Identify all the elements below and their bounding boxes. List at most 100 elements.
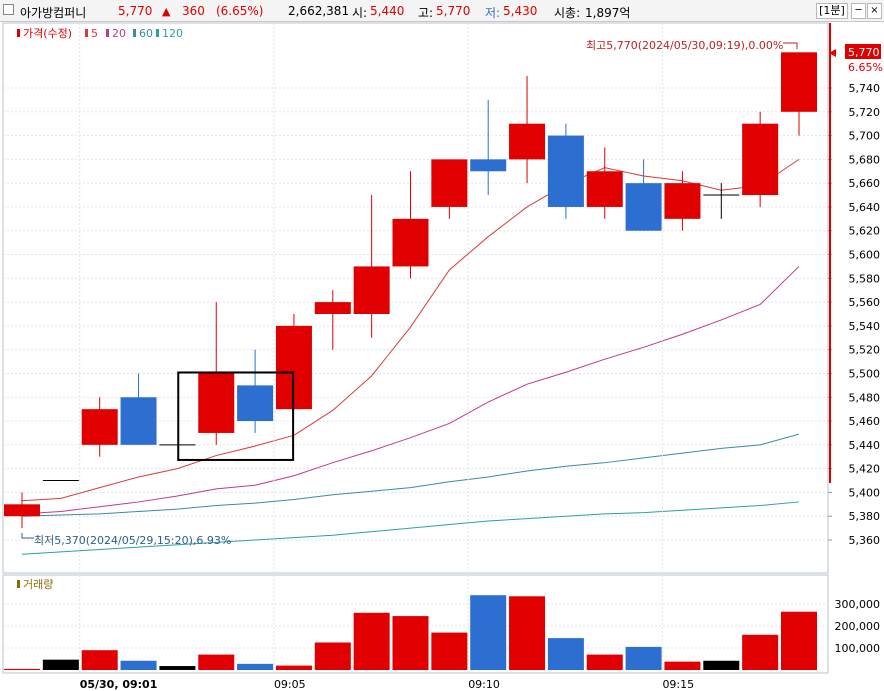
volume-bar bbox=[586, 654, 623, 670]
legend-ma60: 60 bbox=[139, 27, 153, 40]
candle-body bbox=[120, 397, 157, 445]
trade-volume: 2,662,381 bbox=[288, 4, 350, 18]
high-price: 5,770 bbox=[436, 4, 471, 18]
price-tick-label: 5,360 bbox=[849, 534, 881, 547]
candle-body bbox=[742, 123, 779, 196]
volume-axis: 100,000 200,000 300,000 bbox=[835, 598, 881, 655]
volume-bar bbox=[42, 659, 79, 670]
candle-body bbox=[586, 171, 623, 207]
chart-background bbox=[0, 22, 884, 691]
volume-bar bbox=[547, 638, 584, 670]
candlestick-series bbox=[4, 52, 817, 529]
minimize-icon[interactable]: ─ bbox=[851, 3, 866, 19]
price-change: 360 bbox=[182, 4, 205, 18]
volume-bar bbox=[275, 665, 312, 670]
open-label: 시: bbox=[352, 6, 368, 20]
ma5-line bbox=[21, 158, 800, 502]
price-tick-label: 5,480 bbox=[849, 391, 881, 404]
interval-selector[interactable]: [1분] bbox=[816, 3, 848, 19]
volume-bar bbox=[4, 668, 40, 670]
volume-legend: 거래량 bbox=[17, 578, 53, 591]
candle-body bbox=[81, 409, 118, 445]
volume-bar bbox=[625, 646, 662, 670]
volume-tick-label: 200,000 bbox=[835, 620, 881, 633]
current-price-arrow-icon bbox=[829, 49, 836, 57]
volume-bar bbox=[392, 616, 429, 670]
candle-body bbox=[625, 183, 662, 231]
ma60-line bbox=[21, 433, 800, 517]
moving-average-lines bbox=[21, 158, 800, 555]
price-tick-label: 5,500 bbox=[849, 367, 881, 380]
high-label: 고: bbox=[418, 6, 434, 20]
current-rate-tag: 6.65% bbox=[848, 61, 883, 74]
ma20-legend-swatch bbox=[106, 29, 109, 37]
time-tick-label: 09:15 bbox=[662, 678, 694, 691]
volume-bar bbox=[664, 661, 701, 670]
volume-bar bbox=[509, 596, 546, 670]
legend-ma5: 5 bbox=[91, 27, 98, 40]
volume-bar bbox=[470, 595, 507, 670]
volume-bar-series bbox=[4, 595, 817, 670]
price-legend: 가격(수정) 5 20 60 120 bbox=[17, 27, 183, 40]
time-tick-label: 05/30, 09:01 bbox=[80, 678, 158, 691]
quote-header: 아가방컴퍼니 5,770 ▲ 360 (6.65%) 2,662,381 시: … bbox=[0, 0, 884, 22]
low-annotation: 최저5,370(2024/05/29,15:20),6.93% bbox=[34, 534, 231, 547]
close-icon[interactable]: × bbox=[867, 3, 882, 19]
price-tick-label: 5,420 bbox=[849, 463, 881, 476]
volume-bar bbox=[703, 660, 740, 670]
current-price-tag bbox=[845, 44, 881, 59]
candle-body bbox=[547, 135, 584, 207]
up-arrow-icon: ▲ bbox=[162, 5, 171, 18]
candle-body bbox=[664, 183, 701, 219]
ma120-line bbox=[21, 501, 800, 555]
volume-bar bbox=[81, 650, 118, 670]
legend-price-label: 가격(수정) bbox=[23, 27, 72, 40]
price-tick-label: 5,460 bbox=[849, 415, 881, 428]
volume-tick-label: 100,000 bbox=[835, 642, 881, 655]
ma120-legend-swatch bbox=[156, 29, 159, 37]
current-price: 5,770 bbox=[118, 4, 153, 18]
volume-bar bbox=[742, 634, 779, 670]
price-tick-label: 5,700 bbox=[849, 130, 881, 143]
price-tick-label: 5,540 bbox=[849, 320, 881, 333]
volume-panel-frame bbox=[2, 574, 829, 674]
chart-area[interactable]: 5,360 5,380 5,400 5,420 5,440 5,460 5,480 5,500… bbox=[0, 22, 884, 691]
legend-volume-label: 거래량 bbox=[23, 578, 53, 591]
volume-bar bbox=[431, 632, 468, 670]
volume-tick-label: 300,000 bbox=[835, 598, 881, 611]
candle-body bbox=[353, 266, 390, 314]
volume-bar bbox=[120, 660, 157, 670]
time-tick-label: 09:10 bbox=[468, 678, 500, 691]
candle-body bbox=[314, 302, 351, 314]
high-annotation: 최고5,770(2024/05/30,09:19),0.00% bbox=[586, 39, 783, 52]
price-change-rate: (6.65%) bbox=[216, 4, 264, 18]
volume-legend-swatch bbox=[17, 580, 20, 588]
ma20-line bbox=[21, 266, 800, 515]
volume-bar bbox=[237, 663, 274, 670]
volume-bar bbox=[314, 642, 351, 670]
select-checkbox[interactable] bbox=[3, 4, 14, 15]
volume-bar bbox=[198, 654, 235, 670]
legend-ma20: 20 bbox=[112, 27, 126, 40]
price-tick-label: 5,520 bbox=[849, 344, 881, 357]
ma60-legend-swatch bbox=[133, 29, 136, 37]
candle-body bbox=[198, 373, 235, 433]
price-tick-label: 5,640 bbox=[849, 201, 881, 214]
candle-body bbox=[509, 123, 546, 160]
low-annotation-arrow-icon bbox=[21, 533, 34, 539]
candle-body bbox=[781, 52, 817, 112]
low-price: 5,430 bbox=[503, 4, 538, 18]
price-tick-label: 5,440 bbox=[849, 439, 881, 452]
open-price: 5,440 bbox=[370, 4, 405, 18]
price-legend-swatch bbox=[17, 29, 20, 37]
price-tick-label: 5,400 bbox=[849, 486, 881, 499]
price-tick-label: 5,380 bbox=[849, 510, 881, 523]
time-axis: 05/30, 09:01 09:05 09:10 09:15 bbox=[79, 23, 694, 691]
market-cap-label: 시총: bbox=[554, 6, 581, 20]
price-tick-label: 5,740 bbox=[849, 82, 881, 95]
price-tick-label: 5,660 bbox=[849, 177, 881, 190]
selection-box[interactable] bbox=[177, 371, 295, 461]
price-tick-label: 5,680 bbox=[849, 153, 881, 166]
low-label: 저: bbox=[485, 6, 501, 20]
ma5-legend-swatch bbox=[85, 29, 88, 37]
